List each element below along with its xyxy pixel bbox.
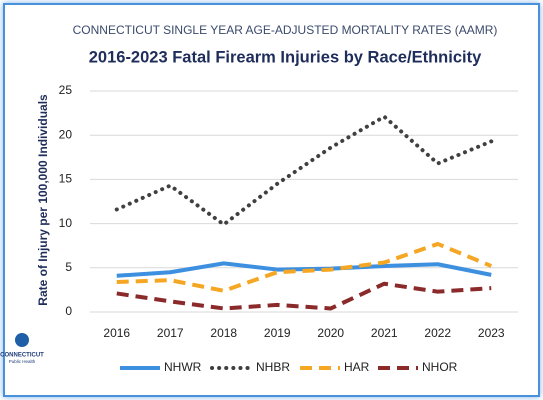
y-tick-label: 10 — [59, 216, 73, 230]
x-tick-label: 2021 — [371, 326, 398, 340]
x-tick-label: 2023 — [478, 326, 505, 340]
chart-supertitle: CONNECTICUT SINGLE YEAR AGE-ADJUSTED MOR… — [73, 23, 498, 37]
logo-icon — [15, 333, 29, 347]
logo-subtext: Public Health — [9, 359, 36, 364]
series-line — [116, 281, 492, 311]
series-line — [114, 114, 494, 227]
x-tick-label: 2022 — [424, 326, 451, 340]
x-tick-label: 2019 — [264, 326, 291, 340]
y-tick-label: 25 — [59, 83, 73, 97]
y-tick-label: 5 — [65, 260, 72, 274]
x-tick-label: 2017 — [157, 326, 184, 340]
legend-label: HAR — [344, 360, 370, 374]
chart-frame — [3, 3, 540, 397]
x-tick-label: 2018 — [210, 326, 237, 340]
series-line — [116, 241, 493, 293]
y-tick-label: 20 — [59, 127, 73, 141]
legend-label: NHBR — [256, 360, 290, 374]
x-tick-label: 2020 — [317, 326, 344, 340]
y-axis-label: Rate of Injury per 100,000 Individuals — [36, 94, 50, 306]
logo-text: CONNECTICUT — [0, 353, 44, 359]
x-tick-label: 2016 — [103, 326, 130, 340]
legend-label: NHWR — [164, 360, 202, 374]
y-tick-label: 0 — [65, 304, 72, 318]
chart-title: 2016-2023 Fatal Firearm Injuries by Race… — [89, 48, 482, 66]
legend-label: NHOR — [422, 360, 458, 374]
y-tick-label: 15 — [59, 172, 73, 186]
